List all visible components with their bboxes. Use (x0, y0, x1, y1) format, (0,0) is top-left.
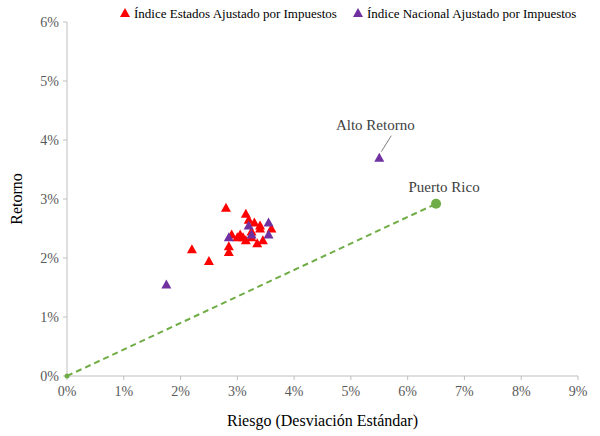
y-tick-label: 5% (40, 74, 59, 89)
point (161, 280, 171, 289)
plot-area (65, 153, 442, 379)
y-tick-label: 3% (40, 192, 59, 207)
point (255, 224, 265, 233)
x-tick-label: 8% (512, 384, 531, 399)
x-tick-label: 1% (114, 384, 133, 399)
point (187, 244, 197, 253)
point (374, 153, 384, 162)
x-tick-label: 7% (455, 384, 474, 399)
y-tick (63, 199, 67, 200)
legend-marker (353, 8, 363, 17)
x-tick (350, 376, 351, 380)
y-tick-label: 4% (40, 133, 59, 148)
point (244, 221, 254, 230)
point (221, 203, 231, 212)
x-tick-label: 0% (58, 384, 77, 399)
y-tick (63, 317, 67, 318)
legend-label: Índice Nacional Ajustado por Impuestos (367, 6, 576, 21)
x-tick (180, 376, 181, 380)
highlight-point (431, 199, 441, 209)
x-tick (578, 376, 579, 380)
x-tick (294, 376, 295, 380)
point (264, 218, 274, 227)
y-tick-label: 1% (40, 310, 59, 325)
legend-marker (120, 8, 130, 17)
annotation-leader (381, 136, 391, 152)
annotation: Alto Retorno (336, 117, 415, 133)
x-tick-label: 4% (285, 384, 304, 399)
x-axis (67, 376, 578, 377)
point (238, 232, 248, 241)
x-tick-label: 9% (569, 384, 588, 399)
x-tick (407, 376, 408, 380)
highlight-label: Puerto Rico (408, 179, 479, 195)
y-tick (63, 81, 67, 82)
point (204, 256, 214, 265)
chart: 0% 1% 2% 3% 4% 5% 6% 7% 8% 9% 0% 1% 2% 3% 4% 5% 6% Riesgo… (0, 0, 600, 436)
x-tick-label: 6% (398, 384, 417, 399)
point (224, 241, 234, 250)
legend-entry: Índice Nacional Ajustado por Impuestos (353, 6, 576, 21)
legend-entry: Índice Estados Ajustado por Impuestos (120, 6, 337, 21)
point (247, 229, 257, 238)
x-tick (521, 376, 522, 380)
y-tick-label: 2% (40, 251, 59, 266)
legend-label: Índice Estados Ajustado por Impuestos (134, 6, 337, 21)
x-tick-label: 5% (342, 384, 361, 399)
x-tick (237, 376, 238, 380)
y-tick (63, 258, 67, 259)
highlight-point (65, 374, 70, 379)
y-tick-label: 6% (40, 15, 59, 30)
x-tick (464, 376, 465, 380)
x-tick-label: 2% (171, 384, 190, 399)
x-tick (123, 376, 124, 380)
point (224, 232, 234, 241)
reference-line (67, 204, 436, 376)
point (264, 229, 274, 238)
y-tick-label: 0% (40, 369, 59, 384)
x-tick-label: 3% (228, 384, 247, 399)
y-axis-title: Retorno (8, 173, 25, 225)
y-tick (63, 140, 67, 141)
x-axis-title: Riesgo (Desviación Estándar) (227, 412, 418, 430)
y-tick (63, 22, 67, 23)
